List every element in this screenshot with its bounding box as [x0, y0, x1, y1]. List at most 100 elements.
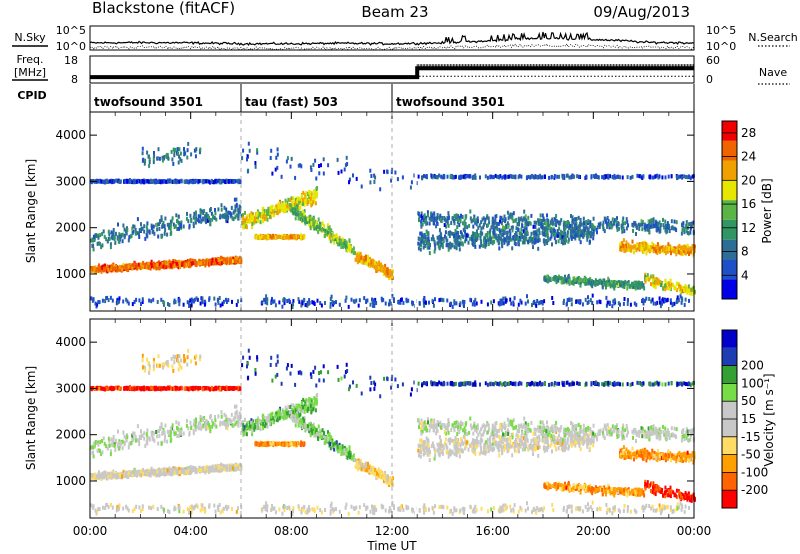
power-data-cell	[222, 213, 224, 218]
power-data-cell	[535, 220, 538, 225]
power-data-cell	[194, 220, 197, 225]
power-data-cell	[225, 297, 227, 302]
power-data-cell	[585, 277, 587, 282]
power-data-cell	[247, 168, 250, 173]
power-data-cell	[547, 226, 550, 231]
power-data-cell	[430, 217, 433, 222]
power-data-cell	[148, 157, 151, 162]
power-data-cell	[355, 176, 358, 181]
power-data-cell	[638, 226, 641, 231]
power-data-cell	[664, 251, 667, 256]
power-data-cell	[194, 154, 197, 159]
power-data-cell	[511, 212, 514, 217]
power-data-cell	[304, 303, 307, 307]
cpid-row: CPID twofsound 3501 tau (fast) 503 twofsou…	[17, 84, 695, 112]
power-data-cell	[571, 226, 574, 231]
power-data-cell	[622, 221, 625, 226]
power-data-cell	[541, 213, 544, 218]
power-data-cell	[497, 221, 500, 226]
power-data-cell	[274, 303, 277, 308]
power-data-cell	[570, 214, 572, 218]
power-data-cell	[652, 301, 655, 306]
power-data-cell	[104, 180, 107, 185]
power-data-cell	[167, 156, 170, 161]
power-data-cell	[289, 198, 292, 202]
power-data-cell	[592, 236, 595, 241]
power-data-cell	[507, 241, 510, 246]
power-data-cell	[430, 237, 433, 242]
power-data-cell	[345, 240, 348, 245]
power-data-cell	[169, 219, 172, 224]
power-data-cell	[427, 242, 430, 247]
power-data-cell	[312, 223, 315, 228]
power-data-cell	[572, 220, 575, 225]
power-data-cell	[585, 224, 588, 229]
power-data-cell	[162, 220, 165, 225]
colorbar-tick-label: 20	[741, 173, 756, 187]
power-data-cell	[535, 303, 538, 308]
power-data-cell	[340, 245, 343, 249]
power-data-cell	[556, 174, 559, 179]
power-data-cell	[631, 282, 633, 287]
power-data-cell	[312, 197, 315, 202]
power-data-cell	[305, 216, 308, 221]
power-data-cell	[133, 299, 136, 304]
power-data-cell	[434, 246, 437, 251]
power-data-cell	[572, 232, 575, 237]
power-data-cell	[392, 269, 394, 274]
power-data-cell	[178, 302, 181, 307]
power-data-cell	[300, 233, 303, 238]
power-data-cell	[234, 208, 237, 213]
power-data-cell	[634, 283, 637, 288]
power-data-cell	[543, 299, 546, 304]
power-data-cell	[617, 222, 620, 226]
power-data-cell	[254, 161, 257, 165]
power-data-cell	[530, 237, 533, 241]
power-data-cell	[92, 297, 95, 302]
power-data-cell	[239, 209, 241, 214]
power-data-cell	[193, 259, 196, 264]
power-data-cell	[186, 211, 188, 216]
power-data-cell	[467, 233, 470, 238]
power-data-cell	[482, 222, 485, 227]
power-data-cell	[240, 258, 243, 263]
power-data-cell	[208, 179, 211, 184]
power-data-cell	[161, 158, 164, 163]
power-data-cell	[563, 226, 566, 231]
power-data-cell	[281, 304, 284, 309]
power-data-cell	[276, 147, 279, 152]
power-data-cell	[292, 203, 295, 208]
power-data-cell	[683, 227, 686, 231]
power-data-cell	[150, 178, 152, 183]
power-data-cell	[658, 247, 661, 252]
power-data-cell	[235, 202, 238, 207]
power-data-cell	[564, 240, 566, 245]
power-data-cell	[580, 233, 583, 238]
freq-unit-label: [MHz]	[14, 66, 46, 79]
power-data-cell	[195, 147, 198, 152]
power-data-cell	[127, 238, 130, 243]
power-data-cell	[574, 231, 577, 235]
power-data-cell	[445, 218, 448, 223]
power-data-cell	[443, 217, 446, 222]
power-data-cell	[464, 215, 467, 220]
power-data-cell	[556, 278, 559, 283]
power-data-cell	[629, 302, 632, 307]
power-data-cell	[202, 180, 205, 185]
power-data-cell	[563, 232, 566, 237]
power-data-cell	[501, 244, 504, 249]
power-data-cell	[669, 244, 672, 249]
power-data-cell	[101, 265, 103, 270]
power-data-cell	[334, 237, 337, 242]
power-data-cell	[485, 239, 488, 244]
power-data-cell	[592, 216, 595, 221]
power-data-cell	[126, 266, 129, 270]
power-data-cell	[440, 232, 443, 237]
power-data-cell	[568, 221, 570, 226]
power-data-cell	[438, 228, 441, 233]
power-data-cell	[307, 301, 310, 306]
power-data-cell	[284, 208, 287, 213]
power-data-cell	[560, 280, 563, 285]
power-data-cell	[201, 300, 204, 305]
